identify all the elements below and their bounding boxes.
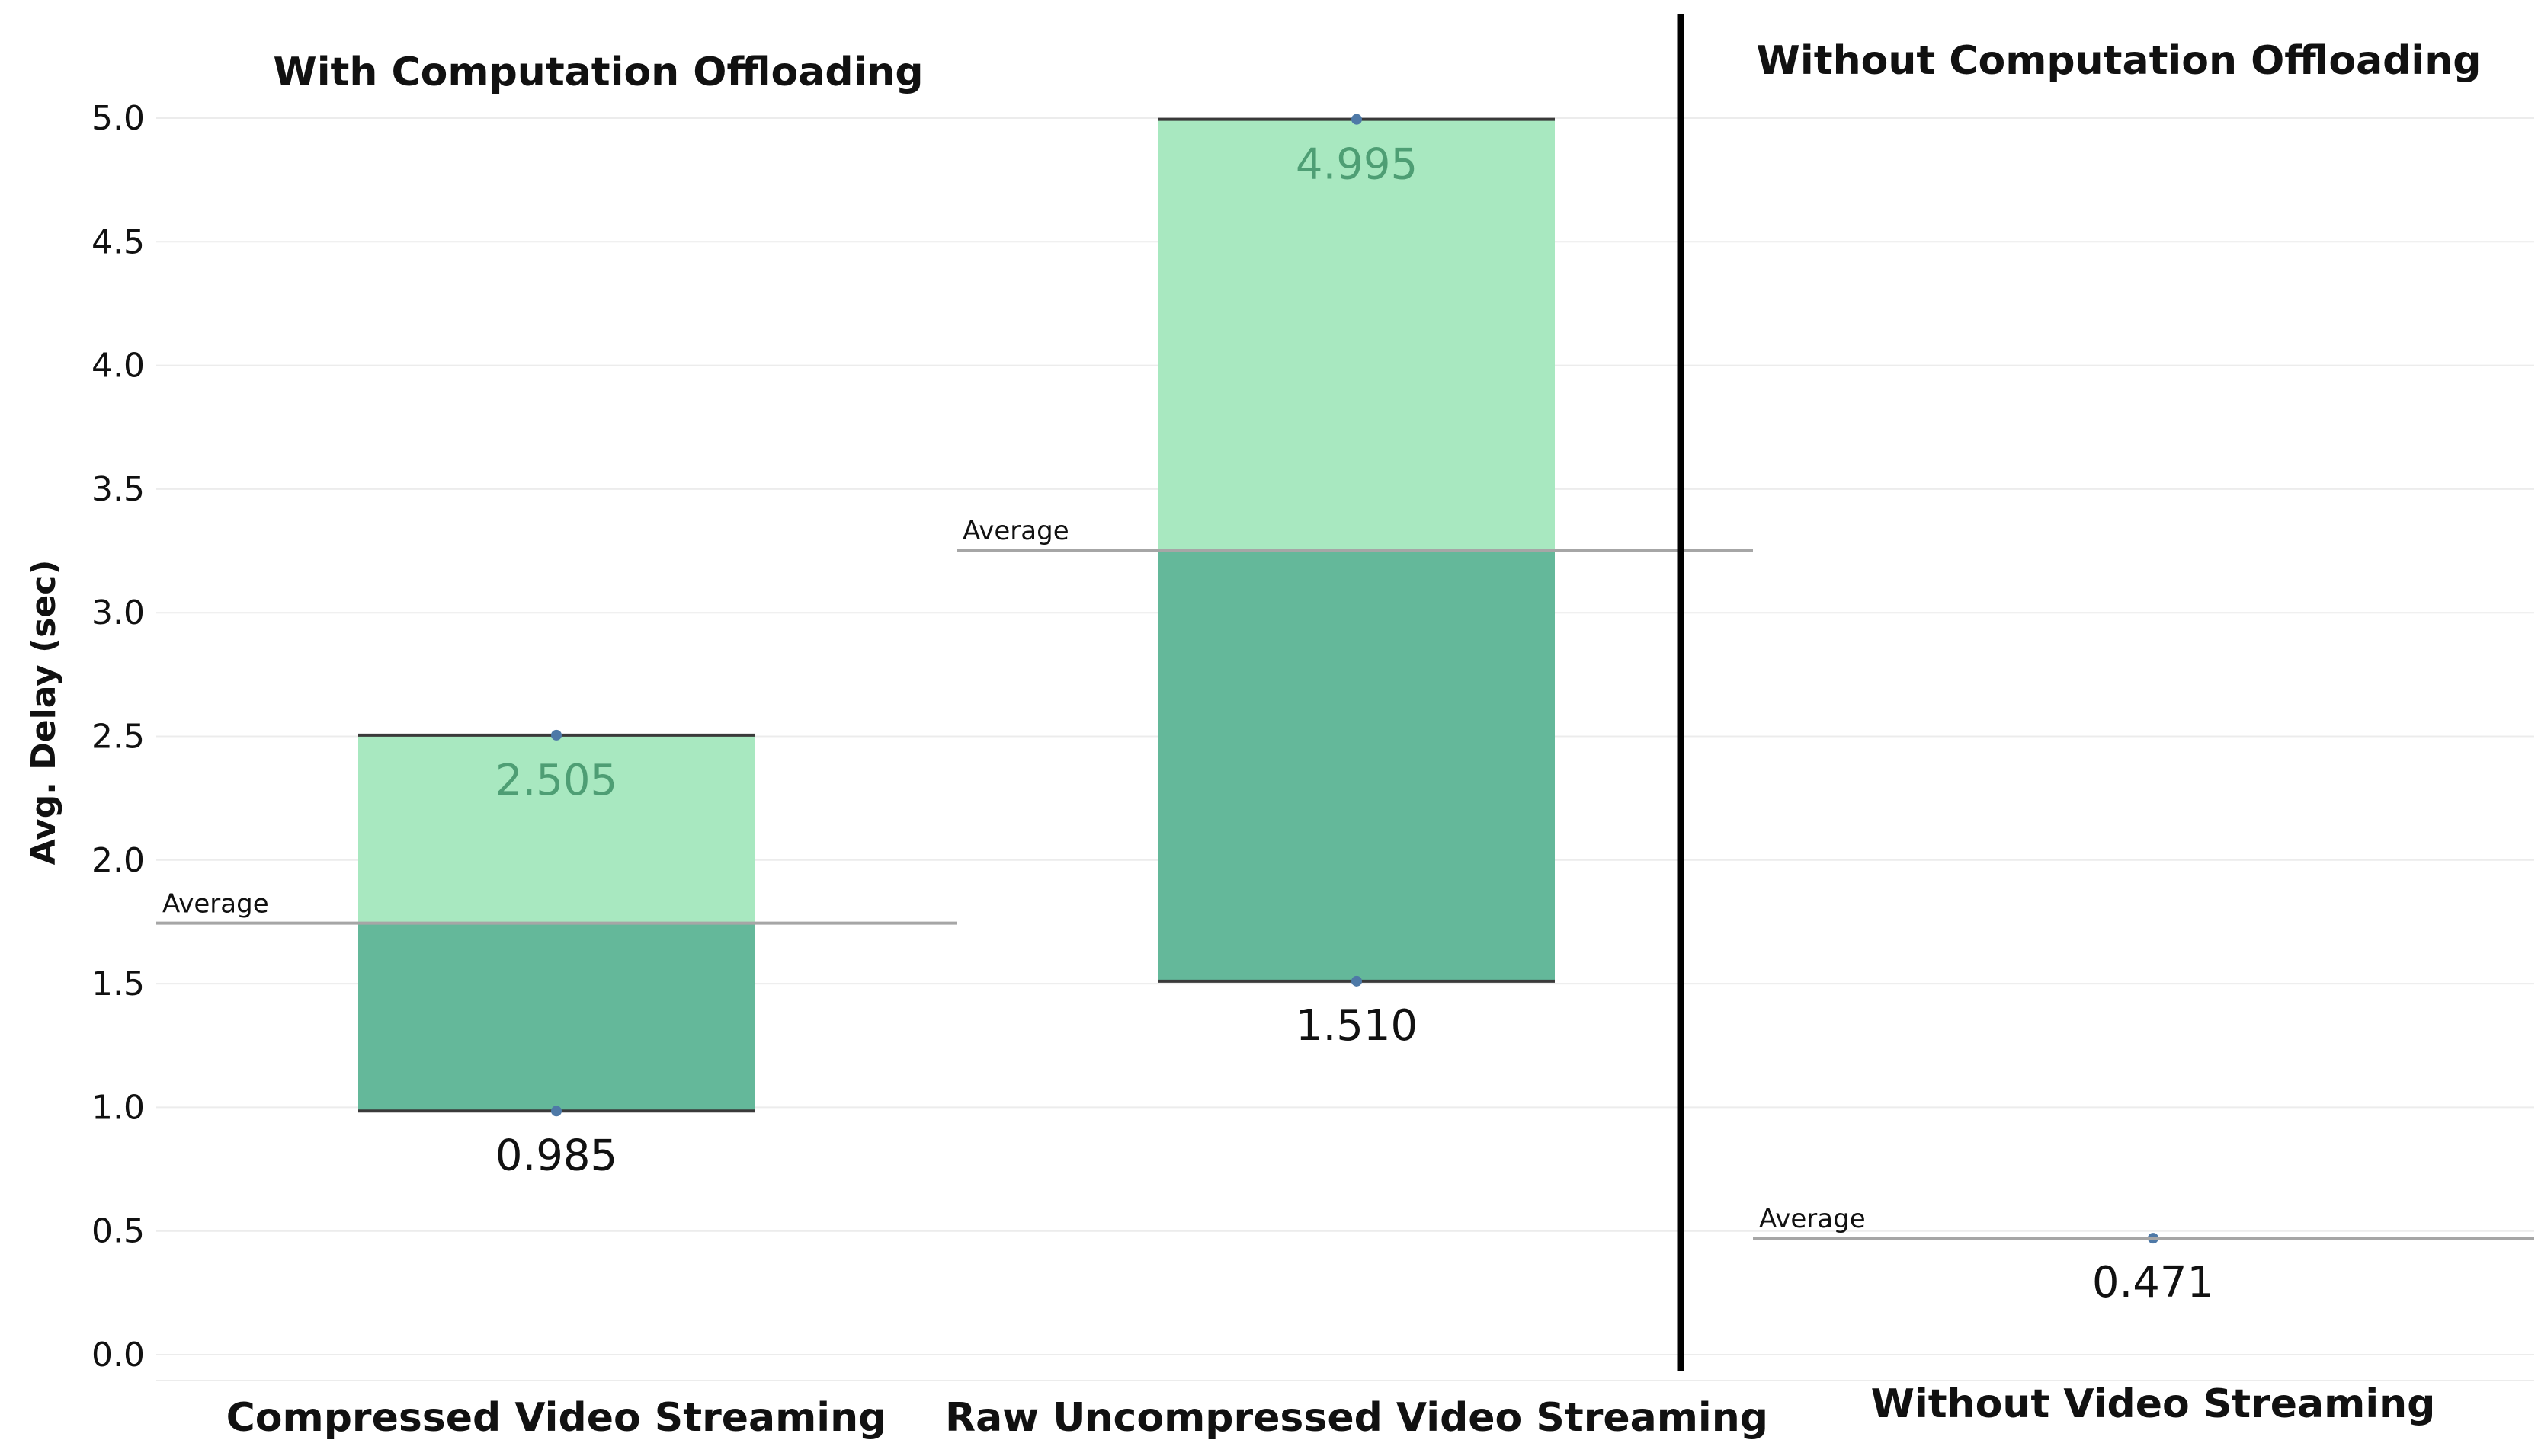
y-axis-title: Avg. Delay (sec) xyxy=(24,560,63,866)
y-tick-label: 5.0 xyxy=(91,99,145,138)
y-tick-label: 4.5 xyxy=(91,222,145,261)
max-value-label-0-0: 2.505 xyxy=(495,756,617,805)
category-label-1-0: Without Video Streaming xyxy=(1871,1381,2436,1427)
min-value-label-0-1: 1.510 xyxy=(1296,1001,1418,1051)
y-tick-label: 4.0 xyxy=(91,347,145,386)
average-layer: Average Average Average xyxy=(156,516,2534,1240)
y-tick-label: 0.5 xyxy=(91,1212,145,1251)
category-label-0-1: Raw Uncompressed Video Streaming xyxy=(945,1395,1768,1441)
average-label-0-1: Average xyxy=(963,516,1069,546)
y-tick-label: 2.0 xyxy=(91,841,145,880)
upper-band-0-1 xyxy=(1158,119,1555,551)
min-point-0-1 xyxy=(1351,975,1362,987)
y-tick-label: 0.0 xyxy=(91,1336,145,1374)
max-point-0-0 xyxy=(551,729,562,741)
average-label-0-0: Average xyxy=(162,889,269,920)
lower-band-0-0 xyxy=(358,923,755,1112)
y-tick-label: 1.5 xyxy=(91,965,145,1003)
max-point-0-1 xyxy=(1351,114,1362,125)
y-tick-label: 3.5 xyxy=(91,470,145,509)
panel-title-1: Without Computation Offloading xyxy=(1757,38,2482,84)
y-tick-label: 2.5 xyxy=(91,718,145,757)
y-tick-label: 1.0 xyxy=(91,1088,145,1127)
upper-band-0-0 xyxy=(358,734,755,923)
min-value-label-1-0: 0.471 xyxy=(2092,1258,2214,1307)
label-layer: With Computation Offloading 2.505 0.985 Com… xyxy=(226,38,2482,1441)
min-value-label-0-0: 0.985 xyxy=(495,1131,617,1180)
bar-layer xyxy=(358,114,2351,1244)
y-tick-label: 3.0 xyxy=(91,594,145,632)
max-value-label-0-1: 4.995 xyxy=(1296,140,1418,190)
lower-band-0-1 xyxy=(1158,550,1555,981)
min-point-0-0 xyxy=(551,1106,562,1117)
axis-layer: 0.0 0.5 1.0 1.5 2.0 2.5 3.0 3.5 4.0 4.5 5.0 Avg. De… xyxy=(24,14,1684,1374)
panel-title-0: With Computation Offloading xyxy=(273,50,923,95)
category-label-0-0: Compressed Video Streaming xyxy=(226,1395,887,1441)
average-label-1-0: Average xyxy=(1759,1204,1866,1234)
